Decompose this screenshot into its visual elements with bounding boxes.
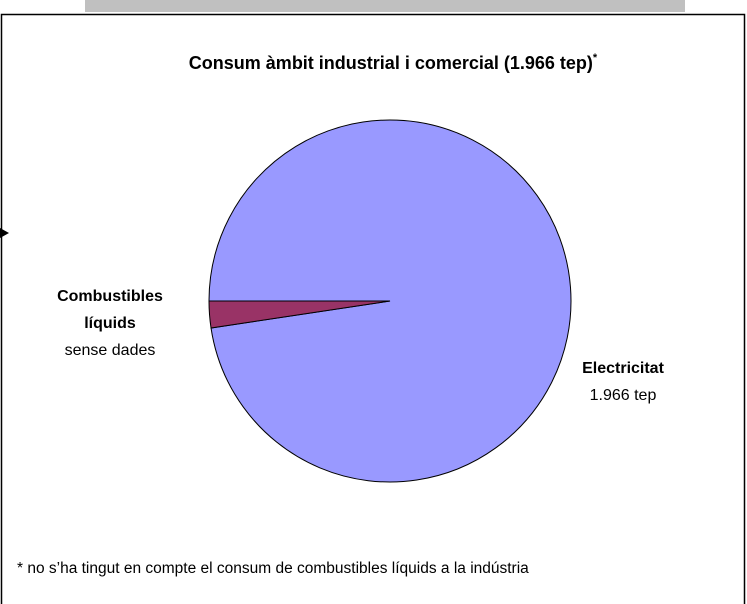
title-note: * (593, 52, 598, 64)
chart-title-group: Consum àmbit industrial i comercial (1.9… (189, 52, 598, 73)
slice-label: Combustibles líquids sense dades (20, 283, 200, 364)
value-label: sense dades (64, 342, 156, 359)
category-label: Combustibles líquids (57, 288, 163, 332)
chart-title: Consum àmbit industrial i comercial (1.9… (189, 53, 593, 73)
arrow (0, 228, 9, 238)
pie-slice (208, 300, 391, 329)
top-bar (85, 0, 685, 12)
value-label: 1.966 tep (589, 387, 657, 404)
footnote: * no s’ha tingut en compte el consum de … (17, 560, 529, 577)
slice-label: Electricitat 1.966 tep (548, 355, 698, 409)
category-label: Electricitat (582, 360, 664, 377)
